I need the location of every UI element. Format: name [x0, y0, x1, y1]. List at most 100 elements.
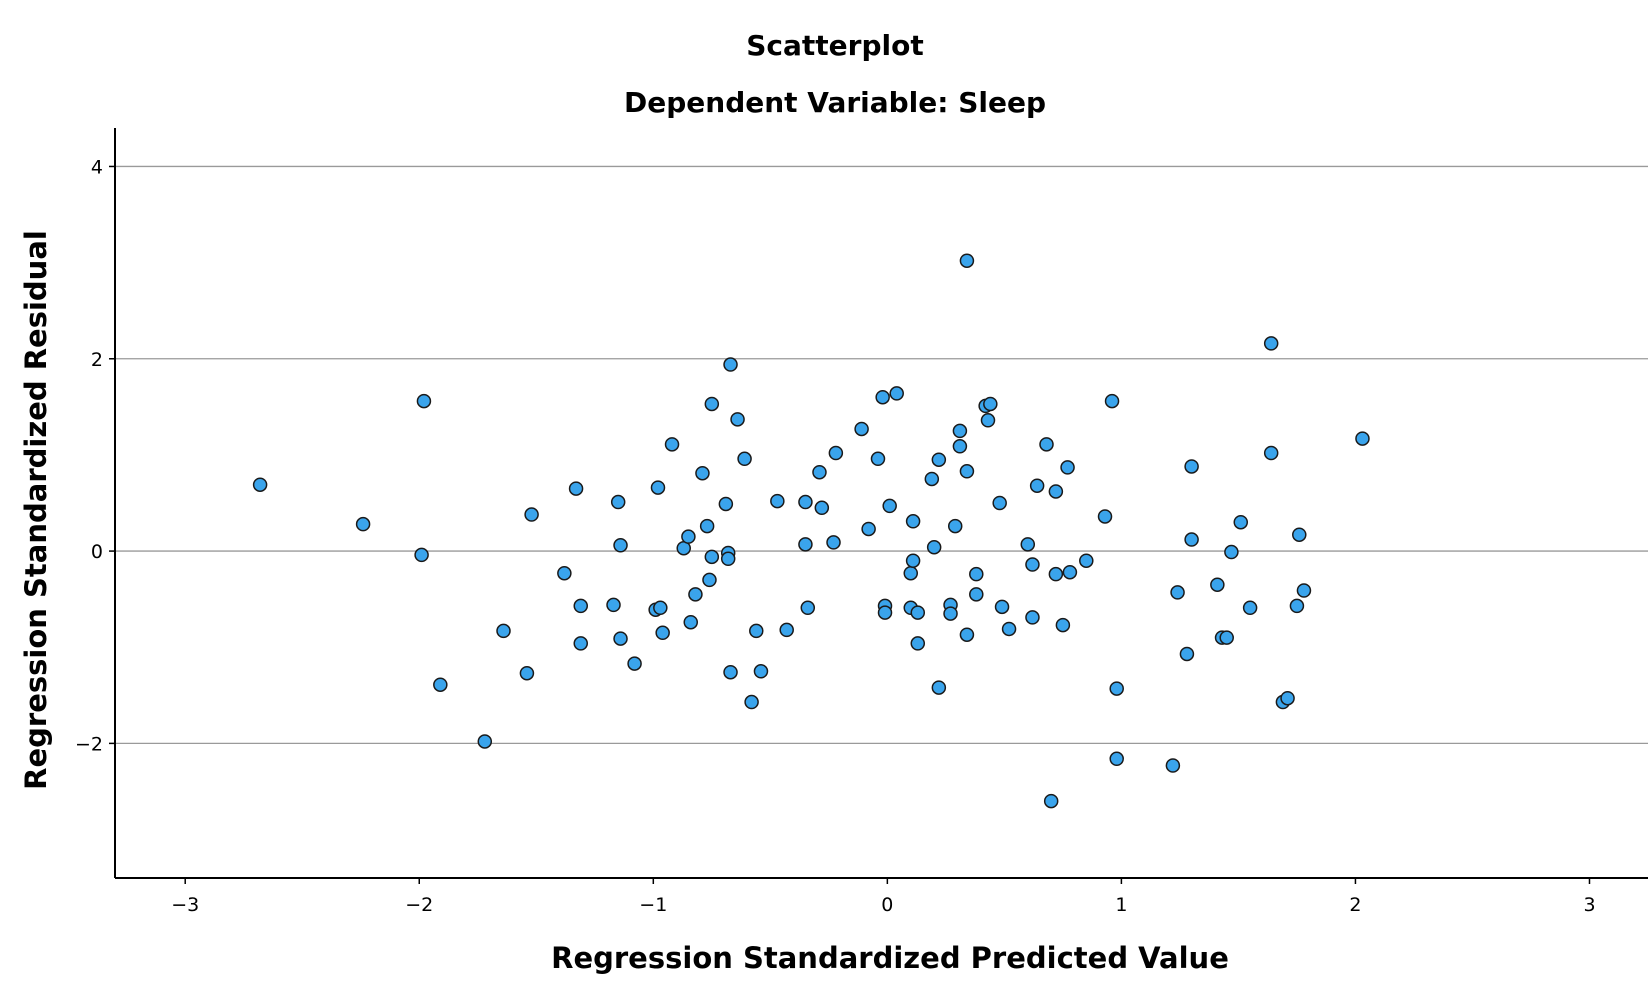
chart-subtitle: Dependent Variable: Sleep [624, 86, 1046, 119]
x-tick-label: 1 [1115, 894, 1127, 916]
scatter-point [1292, 527, 1307, 542]
scatter-point [1184, 532, 1199, 547]
scatter-point [959, 627, 975, 642]
scatter-point [952, 423, 968, 439]
scatter-point [664, 437, 680, 452]
scatter-point [992, 495, 1007, 511]
scatter-point [519, 665, 535, 681]
y-tick-labels: −2 0 2 4 [75, 156, 115, 755]
scatter-point [1104, 393, 1120, 409]
scatter-point [875, 389, 890, 405]
scatter-point [723, 357, 738, 372]
scatter-point [798, 494, 813, 510]
x-tick-label: 0 [881, 894, 893, 916]
scatter-point [1242, 600, 1258, 616]
scatter-point [994, 599, 1010, 615]
scatter-point [870, 451, 886, 467]
scatter-point [826, 535, 841, 550]
scatter-point [1109, 681, 1124, 696]
scatter-point [828, 445, 844, 461]
scatter-point [568, 481, 584, 496]
scatter-point [1210, 577, 1225, 592]
horizontal-gridlines [115, 165, 1648, 745]
scatter-point [1289, 598, 1305, 614]
scatter-point [1233, 514, 1249, 530]
scatter-point [1170, 585, 1185, 600]
scatter-point [1179, 646, 1195, 662]
scatter-point [779, 622, 794, 638]
scatter-point [681, 529, 696, 544]
scatter-point [704, 549, 720, 565]
scatter-point [1263, 445, 1279, 461]
scatter-point [1280, 690, 1295, 706]
x-tick-label: −3 [171, 894, 199, 916]
scatter-point [969, 587, 984, 602]
y-tick-label: 4 [91, 156, 103, 178]
scatter-point [718, 496, 734, 512]
scatter-point [573, 598, 589, 614]
scatter-point [980, 413, 996, 428]
scatter-point [1165, 758, 1181, 773]
scatter-point [969, 566, 984, 582]
scatter-point [1001, 621, 1017, 637]
scatter-point [416, 393, 432, 409]
scatter-point [557, 565, 572, 581]
scatter-point [1062, 564, 1078, 580]
scatter-point [854, 421, 869, 437]
scatter-point [903, 565, 919, 581]
scatter-point [477, 734, 493, 749]
scatter-point [877, 605, 893, 620]
scatter-point [952, 439, 968, 454]
scatter-point [931, 452, 947, 467]
x-tick-labels: −3 −2 −1 0 1 2 3 [171, 878, 1596, 916]
scatter-point [355, 516, 371, 532]
scatter-point [947, 518, 963, 534]
scatter-point [720, 551, 736, 567]
scatter-point [737, 451, 752, 467]
scatter-point [695, 465, 710, 481]
scatter-point [924, 471, 940, 487]
scatter-point [688, 587, 703, 602]
scatter-point [1029, 478, 1045, 493]
scatter-point [959, 464, 975, 479]
scatter-point [650, 480, 666, 495]
scatter-point [655, 625, 670, 641]
scatter-point [1020, 537, 1036, 552]
scatter-point [699, 518, 715, 534]
scatter-point [744, 694, 759, 710]
scatter-point [1025, 557, 1040, 572]
scatter-point [730, 412, 745, 427]
scatter-point [653, 600, 668, 616]
scatter-point [613, 631, 628, 646]
scatter-point [1109, 751, 1124, 767]
scatter-point [1097, 509, 1113, 524]
scatter-point [1043, 793, 1059, 809]
scatter-point [252, 477, 268, 492]
y-tick-label: −2 [75, 733, 103, 755]
scatter-point [524, 507, 539, 522]
y-axis-title: Regression Standardized Residual [19, 230, 53, 790]
scatter-point [749, 623, 764, 639]
scatter-point [1184, 459, 1199, 474]
scatter-point [610, 494, 626, 510]
scatter-point [889, 386, 904, 401]
scatter-point [983, 396, 998, 412]
scatter-point [905, 553, 921, 568]
scatter-point [723, 664, 738, 680]
scatter-point [814, 500, 830, 516]
scatter-point [683, 614, 699, 630]
chart-title: Scatterplot [746, 29, 924, 62]
scatter-point [627, 656, 642, 671]
scatter-point [1048, 566, 1064, 582]
y-tick-label: 2 [91, 349, 103, 371]
scatter-point [1055, 617, 1071, 633]
scatter-points [252, 253, 1370, 809]
scatter-point [1060, 460, 1075, 475]
scatter-point [1219, 630, 1234, 645]
scatter-point [606, 597, 621, 613]
scatter-point [1355, 431, 1370, 446]
x-tick-label: 2 [1349, 894, 1361, 916]
scatter-point [770, 493, 785, 509]
scatter-point [1039, 437, 1054, 452]
scatter-point [1224, 544, 1239, 560]
